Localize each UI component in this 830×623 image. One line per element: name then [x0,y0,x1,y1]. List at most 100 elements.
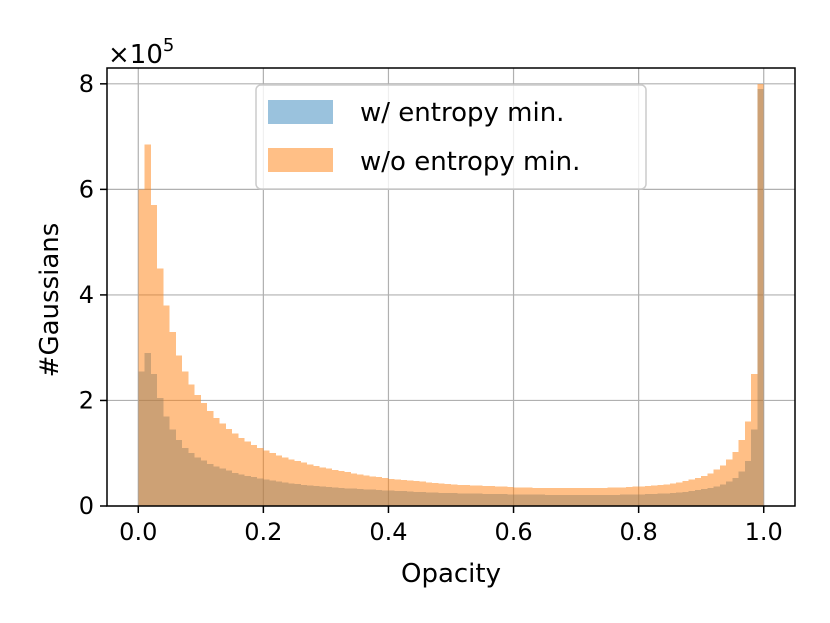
bar-series-1-bin-23 [282,457,289,506]
bar-series-1-bin-35 [357,474,364,506]
bar-series-1-bin-83 [657,484,664,506]
y-tick-label-2: 4 [79,281,94,309]
bar-series-1-bin-87 [682,481,689,506]
bar-series-1-bin-93 [719,465,727,506]
bar-series-1-bin-19 [257,447,264,506]
bar-series-1-bin-18 [250,444,258,506]
axis-ticks: 0.0 0.2 0.4 0.6 0.8 1.0 0 2 4 6 8 [79,70,783,546]
bar-series-1-bin-56 [488,486,495,506]
bar-series-1-bin-36 [363,475,370,506]
bar-series-1-bin-7 [182,371,189,506]
bar-series-1-bin-30 [325,468,333,506]
bar-series-1-bin-9 [194,395,201,506]
bar-series-1-bin-34 [350,473,358,506]
bar-series-1-bin-69 [569,488,577,506]
bar-series-1-bin-26 [300,462,308,506]
bar-series-1-bin-59 [507,487,514,506]
bar-series-1-bin-72 [588,488,595,506]
bar-series-1-bin-81 [644,485,652,506]
bar-series-1-bin-54 [476,485,483,506]
bar-series-1-bin-91 [707,473,714,506]
bar-series-1-bin-51 [457,484,464,506]
bar-series-1-bin-64 [538,487,545,506]
bar-series-1-bin-6 [175,355,183,506]
bar-series-1-bin-67 [557,488,564,506]
bar-series-1-bin-58 [501,486,508,506]
bar-series-1-bin-71 [582,488,589,506]
y-scale-exponent: 5 [163,35,174,56]
bar-series-1-bin-94 [726,459,733,506]
legend-swatch-with-entropy [268,100,333,124]
bar-series-1-bin-96 [738,440,745,506]
bar-series-1-bin-98 [751,374,758,506]
plot-area-frame [106,67,796,507]
legend-label-without-entropy: w/o entropy min. [360,147,580,177]
x-tick-label-4: 0.8 [620,518,658,546]
bar-series-1-bin-89 [694,478,702,506]
bar-series-1-bin-27 [307,464,314,506]
bar-series-1-bin-73 [594,487,602,506]
bar-series-1-bin-97 [744,421,752,506]
bar-series-1-bin-10 [200,403,208,506]
bar-series-1-bin-38 [375,477,383,506]
bar-series-1-bin-88 [688,479,695,506]
legend-swatch-without-entropy [268,148,333,172]
y-tick-label-3: 6 [79,175,94,203]
bar-series-1-bin-76 [613,487,620,506]
bar-series-1-bin-62 [526,487,533,506]
bar-series-1-bin-84 [663,484,670,506]
bar-series-1-bin-28 [313,465,320,506]
bar-series-1-bin-2 [150,205,158,506]
bar-series-1-bin-21 [269,453,276,506]
bar-series-1-bin-61 [519,487,527,506]
x-tick-label-0: 0.0 [119,518,157,546]
bar-series-1-bin-14 [225,428,233,506]
bar-series-1-bin-50 [451,484,458,506]
bar-series-1-bin-49 [444,483,451,506]
x-tick-label-2: 0.4 [369,518,407,546]
x-tick-label-5: 1.0 [745,518,783,546]
bar-series-1-bin-42 [400,480,408,506]
bar-series-1-bin-32 [338,471,345,506]
x-tick-label-1: 0.2 [244,518,282,546]
bar-series-1-bin-75 [607,487,614,506]
bar-series-1-bin-3 [157,268,164,506]
bar-series-1-bin-86 [676,482,683,506]
bar-series-1-bin-78 [626,487,633,506]
bar-series-1-bin-15 [232,433,239,506]
bar-series-1-bin-57 [494,486,502,506]
bar-series-1-bin-13 [219,423,226,506]
bar-series-1-bin-41 [394,479,401,506]
bar-series-1-bin-65 [544,488,552,506]
y-tick-label-4: 8 [79,70,94,98]
bar-series-1-bin-53 [469,485,477,506]
bar-series-1-bin-29 [319,467,326,506]
bar-series-1-bin-99 [757,83,764,506]
bar-series-1-bin-5 [169,331,176,506]
bar-series-1-bin-60 [513,487,520,506]
bar-series-1-bin-4 [163,305,170,506]
bar-series-1-bin-63 [532,487,539,506]
y-tick-label-0: 0 [79,492,94,520]
bar-series-1-bin-40 [388,478,395,506]
bar-series-1-bin-85 [669,483,677,506]
bar-series-1-bin-1 [144,144,151,506]
bar-series-1-bin-48 [438,483,445,506]
histogram-bars [138,83,764,507]
bar-series-1-bin-66 [551,488,558,506]
bar-series-1-bin-95 [732,452,739,506]
bar-series-1-bin-70 [576,488,583,506]
y-tick-label-1: 2 [79,386,94,414]
bar-series-1-bin-37 [369,476,376,506]
bar-series-1-bin-22 [275,455,283,506]
bar-series-1-bin-12 [213,417,220,506]
legend: w/ entropy min. w/o entropy min. [255,84,647,190]
bar-series-1-bin-55 [482,485,489,506]
bar-series-1-bin-11 [207,411,214,506]
bar-series-1-bin-43 [407,480,414,506]
bar-series-1-bin-44 [413,481,420,506]
legend-box [255,84,647,190]
bar-series-1-bin-8 [188,384,195,506]
bar-series-1-bin-47 [432,482,439,506]
